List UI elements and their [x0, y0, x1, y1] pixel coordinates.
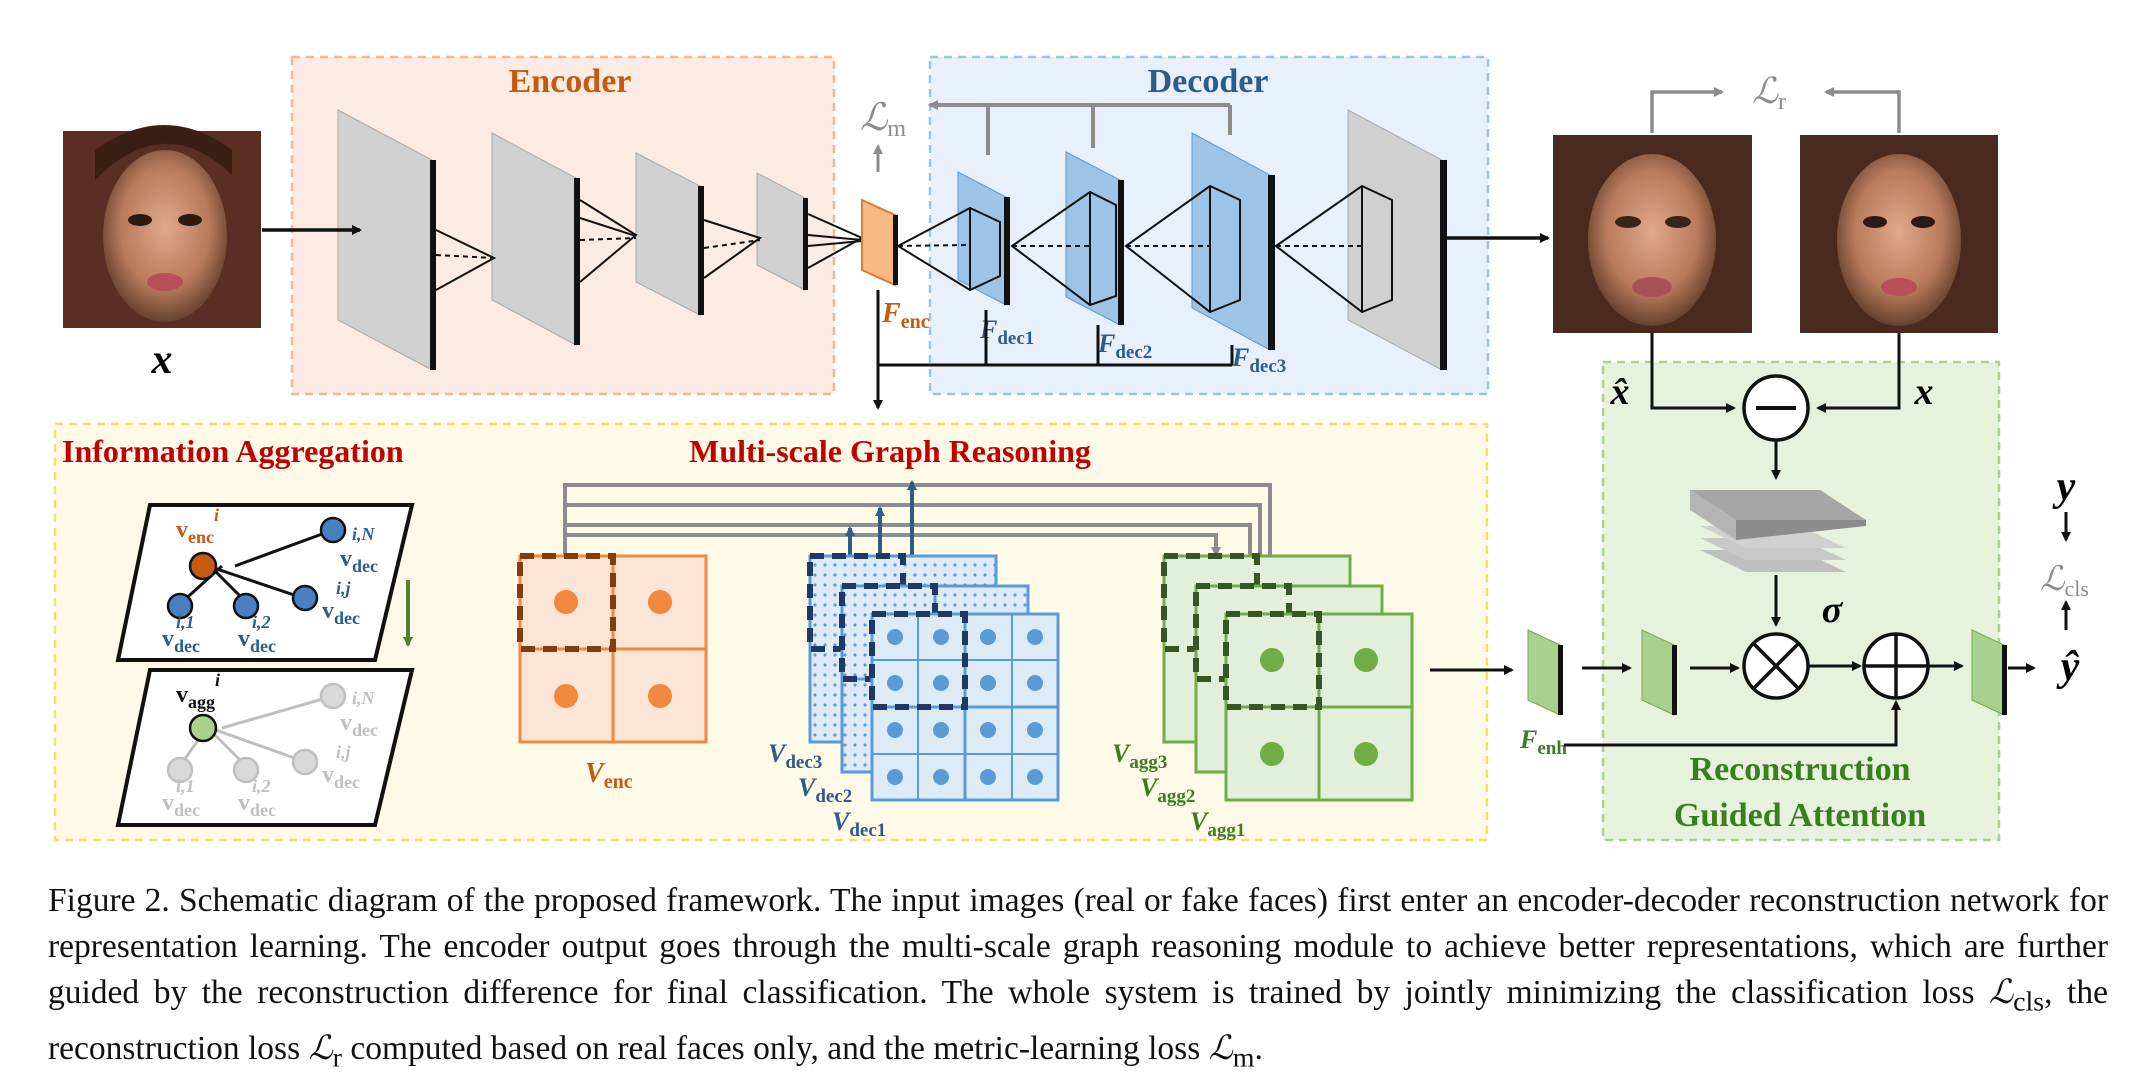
f-enh-label: Fenh — [1519, 725, 1567, 759]
v-dec3-label: Vdec3 — [768, 739, 822, 773]
svg-text:i,1: i,1 — [176, 776, 195, 796]
svg-text:i,j: i,j — [336, 578, 352, 598]
y-label: y — [2052, 464, 2076, 510]
encoder-layer-1 — [337, 109, 436, 371]
svg-text:vdec: vdec — [238, 626, 276, 656]
v-agg1-label: Vagg1 — [1190, 807, 1245, 841]
metric-loss-bus — [928, 100, 1232, 155]
v-dec1-label: Vdec1 — [832, 807, 886, 841]
x-hat-label: x̂ — [1610, 371, 1630, 413]
svg-text:vaggi: vaggi — [176, 670, 220, 712]
add-operator — [1862, 632, 1930, 700]
loss-cls-label: ℒcls — [2040, 561, 2089, 601]
svg-text:vdec: vdec — [162, 626, 200, 656]
attention-conv-stack — [1690, 490, 1866, 572]
attention-title-line1: Reconstruction — [1690, 751, 1911, 788]
svg-text:i,2: i,2 — [252, 776, 271, 796]
aggregation-graph-bottom-labels: vaggi vdec i,N vdec i,j vdec i,1 vdec i,… — [162, 670, 378, 820]
f-enc-feature — [861, 198, 898, 287]
real-face-image — [1800, 135, 1998, 333]
v-agg1-grid — [1223, 611, 1414, 802]
svg-text:vdec: vdec — [322, 762, 360, 792]
v-dec2-label: Vdec2 — [798, 773, 852, 807]
subtract-operator — [1742, 374, 1810, 442]
decoder-deconv-pyramids — [895, 184, 1393, 314]
f-dec3-label: Fdec3 — [1231, 343, 1286, 377]
v-dec1-grid — [869, 611, 1060, 802]
framework-diagram: Encoder Decoder Information Aggregation … — [53, 55, 2089, 842]
reconstructed-face-image — [1553, 135, 1752, 333]
encoder-layer-4 — [756, 172, 808, 291]
v-enc-label: Venc — [585, 758, 633, 793]
difference-lines — [1650, 333, 1901, 413]
svg-text:i,j: i,j — [336, 742, 352, 762]
decoder-title: Decoder — [1148, 63, 1269, 100]
encoder-layer-2 — [491, 132, 580, 346]
aggregation-graph-top — [115, 503, 415, 662]
info-aggregation-title: Information Aggregation — [62, 433, 404, 469]
y-hat-label: ŷ — [2056, 644, 2080, 690]
svg-text:vdec: vdec — [340, 710, 378, 740]
attention-region — [1601, 360, 2001, 842]
aggregation-graph-bottom — [115, 668, 415, 827]
svg-text:i,1: i,1 — [176, 612, 195, 632]
v-enc-grid — [517, 553, 708, 744]
multiply-operator — [1742, 632, 1810, 700]
encoder-title: Encoder — [509, 63, 632, 100]
input-face-image — [63, 125, 261, 328]
svg-text:i,N: i,N — [352, 688, 376, 708]
aggregation-graph-top-labels: venci vdec i,N vdec i,j vdec i,1 vdec i,… — [162, 505, 378, 656]
f-enc-label: Fenc — [881, 298, 930, 333]
graph-reasoning-title: Multi-scale Graph Reasoning — [689, 433, 1091, 469]
decoder-layer-2 — [1065, 151, 1124, 326]
loss-r-label: ℒr — [1752, 71, 1786, 115]
feature-bus — [873, 290, 1234, 410]
f-dec2-label: Fdec2 — [1097, 329, 1152, 363]
figure-caption: Figure 2. Schematic diagram of the propo… — [48, 882, 2108, 1074]
attention-input-feature — [1641, 629, 1677, 716]
x-label-right: x — [1914, 371, 1934, 413]
v-agg3-label: Vagg3 — [1112, 739, 1167, 773]
svg-text:vdec: vdec — [162, 790, 200, 820]
f-dec1-label: Fdec1 — [979, 315, 1034, 349]
input-x-label: x — [151, 337, 173, 383]
svg-text:i,2: i,2 — [252, 612, 271, 632]
svg-text:vdec: vdec — [322, 598, 360, 628]
svg-text:venci: venci — [176, 505, 219, 547]
loss-m-label: ℒm — [860, 97, 906, 142]
reconstruction-loss-arrows — [1650, 87, 1901, 133]
svg-text:i,N: i,N — [352, 524, 376, 544]
f-enh-feature — [1527, 629, 1563, 716]
v-agg2-label: Vagg2 — [1140, 773, 1195, 807]
sigma-label: σ — [1822, 589, 1844, 631]
svg-text:vdec: vdec — [238, 790, 276, 820]
svg-text:vdec: vdec — [340, 546, 378, 576]
decoder-output-layer — [1347, 109, 1447, 371]
attention-output-feature — [1971, 629, 2007, 716]
attention-title-line2: Guided Attention — [1674, 797, 1926, 834]
attention-flow-arrows — [1430, 661, 2036, 747]
